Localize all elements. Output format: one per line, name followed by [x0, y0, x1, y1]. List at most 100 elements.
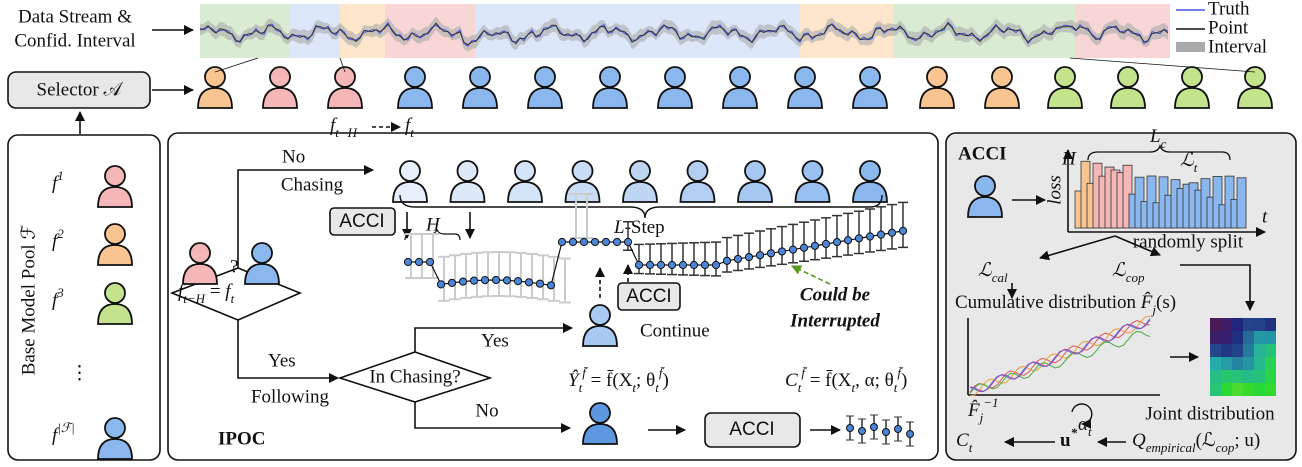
math-part: t	[1088, 424, 1092, 439]
point-dot	[470, 277, 477, 284]
person-body	[98, 439, 132, 459]
person-body	[1048, 88, 1082, 108]
heat-cell	[1232, 370, 1243, 383]
point-dot	[547, 282, 554, 289]
heat-cell	[1221, 318, 1232, 331]
math-part: L	[613, 217, 625, 238]
person-body	[528, 88, 562, 108]
point-dot	[723, 257, 730, 264]
branch-label: No	[282, 146, 305, 167]
point-dot	[734, 255, 741, 262]
person-head	[688, 161, 708, 181]
mini-dot	[871, 424, 878, 431]
heat-cell	[1221, 370, 1232, 383]
figure: TruthPointIntervalData Stream &Confid. I…	[0, 0, 1302, 467]
selector-label: Selector 𝒜	[37, 79, 124, 100]
person-head	[1055, 67, 1075, 87]
math-part: t	[1194, 160, 1198, 175]
acci-label: ACCI	[339, 211, 384, 232]
person-icon	[263, 67, 297, 108]
person-body	[1175, 88, 1209, 108]
point-dot	[855, 235, 862, 242]
person-head	[730, 67, 750, 87]
person-head	[600, 67, 620, 87]
point-dot	[404, 258, 411, 265]
mini-dot	[883, 429, 890, 436]
math-part: t−H	[335, 125, 357, 140]
person-body	[593, 88, 627, 108]
math-part: 1	[57, 168, 64, 183]
person-icon	[788, 67, 822, 108]
heat-cell	[1243, 357, 1254, 370]
loss-bar	[1237, 178, 1246, 228]
legend-label: Interval	[1208, 36, 1267, 57]
point-dot	[712, 261, 719, 268]
point-dot	[591, 238, 598, 245]
point-dot	[525, 279, 532, 286]
point-dot	[778, 248, 785, 255]
point-dot	[448, 279, 455, 286]
link-line	[215, 58, 258, 72]
person-body	[98, 187, 132, 207]
math-part: )	[901, 370, 907, 391]
person-body	[508, 182, 542, 202]
point-dot	[602, 238, 609, 245]
heat-cell	[1210, 370, 1221, 383]
point-dot	[514, 278, 521, 285]
question-mark: ?	[230, 256, 238, 277]
person-head	[1118, 67, 1138, 87]
person-icon	[853, 67, 887, 108]
heat-cell	[1221, 357, 1232, 370]
t-label: t	[1262, 206, 1268, 227]
math-part: t	[579, 380, 583, 395]
ipoc-title: IPOC	[218, 428, 266, 449]
person-body	[583, 424, 617, 444]
point-dot	[558, 238, 565, 245]
math-part: *	[1071, 425, 1078, 440]
heat-cell	[1254, 331, 1265, 344]
heat-cell	[1210, 344, 1221, 357]
point-dot	[492, 276, 499, 283]
heat-cell	[1265, 383, 1276, 396]
point-dot	[888, 229, 895, 236]
branch-label: No	[475, 400, 498, 421]
point-dot	[800, 244, 807, 251]
person-head	[535, 67, 555, 87]
math-part: Q	[1132, 430, 1146, 451]
person-body	[98, 304, 132, 324]
person-head	[590, 305, 610, 325]
math-part: t	[655, 380, 659, 395]
person-icon	[1048, 67, 1082, 108]
point-dot	[822, 240, 829, 247]
person-icon	[198, 67, 232, 108]
person-head	[405, 67, 425, 87]
person-head	[105, 166, 125, 186]
person-icon	[1175, 67, 1209, 108]
math-part: (ℒ	[1196, 430, 1216, 451]
math-part: 2	[57, 226, 64, 241]
mini-dot	[907, 431, 914, 438]
heat-cell	[1210, 383, 1221, 396]
person-head	[1182, 67, 1202, 87]
math-part: t	[969, 440, 973, 455]
point-dot	[745, 253, 752, 260]
point-dot	[701, 261, 708, 268]
person-icon	[723, 67, 757, 108]
point-dot	[580, 238, 587, 245]
person-head	[252, 243, 272, 263]
point-dot	[437, 281, 444, 288]
person-body	[1238, 88, 1272, 108]
person-body	[968, 197, 1002, 217]
heat-cell	[1265, 370, 1276, 383]
point-dot	[844, 237, 851, 244]
heat-cell	[1232, 357, 1243, 370]
heat-cell	[1254, 318, 1265, 331]
math-part: cop	[1216, 440, 1235, 455]
interrupted-label: Could be	[800, 284, 871, 305]
person-body	[723, 88, 757, 108]
person-head	[458, 161, 478, 181]
person-icon	[920, 67, 954, 108]
pool-title: Base Model Pool ℱ	[18, 225, 39, 376]
model-label: ⋮	[70, 363, 89, 384]
person-head	[573, 161, 593, 181]
